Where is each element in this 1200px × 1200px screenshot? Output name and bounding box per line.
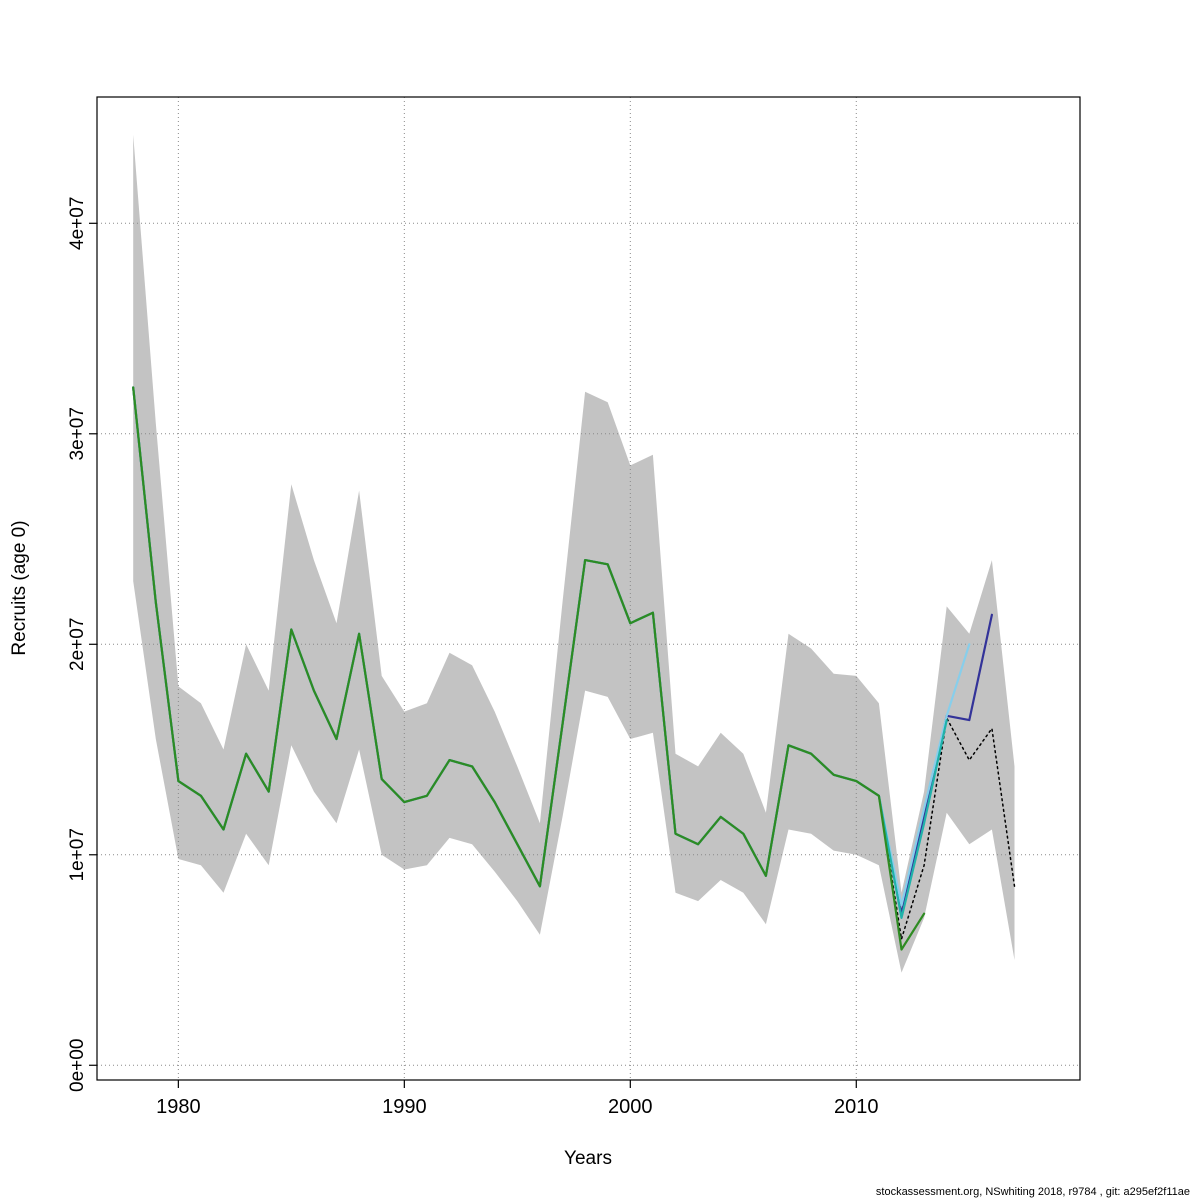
x-axis-label: Years (564, 1148, 612, 1169)
y-tick-label: 0e+00 (67, 1039, 88, 1092)
x-tick-label: 1980 (156, 1096, 201, 1118)
y-axis-label: Recruits (age 0) (9, 520, 30, 656)
y-tick-label: 4e+07 (67, 197, 88, 250)
y-tick-label: 2e+07 (67, 618, 88, 671)
footer-attribution: stockassessment.org, NSwhiting 2018, r97… (875, 1186, 1190, 1198)
series-retro-peel-2013 (132, 386, 926, 951)
y-tick-label: 1e+07 (67, 828, 88, 881)
plot-box (96, 96, 1081, 1081)
x-tick-label: 2000 (608, 1096, 653, 1118)
x-tick-label: 2010 (834, 1096, 879, 1118)
confidence-band (133, 134, 1015, 973)
y-tick-label: 3e+07 (67, 407, 88, 460)
x-tick-label: 1990 (382, 1096, 427, 1118)
